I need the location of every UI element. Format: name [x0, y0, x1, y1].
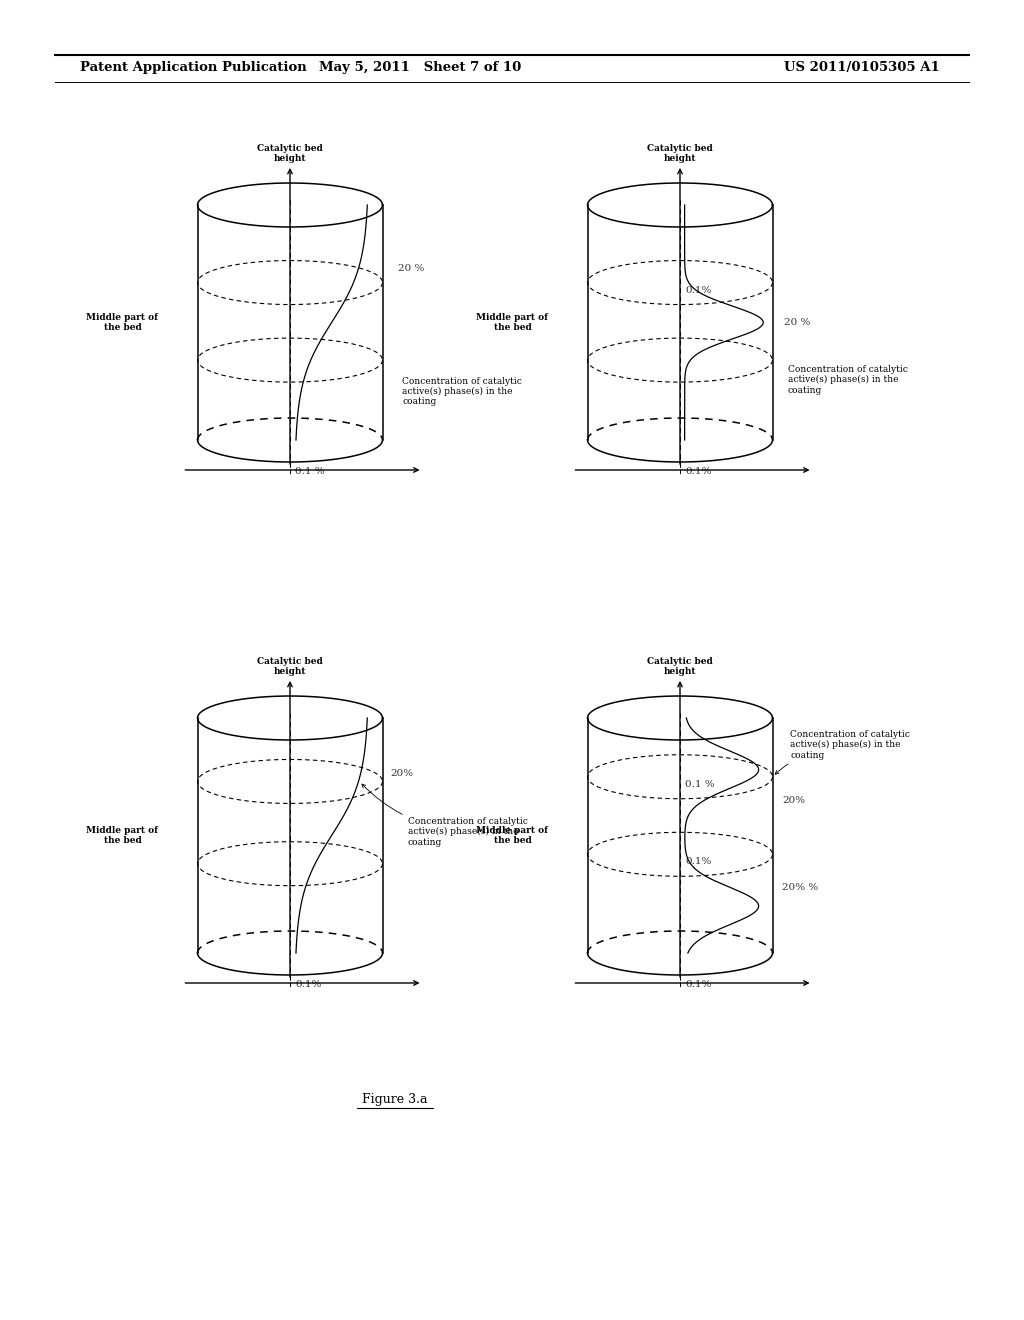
Text: Catalytic bed
height: Catalytic bed height [257, 656, 323, 676]
Text: Middle part of
the bed: Middle part of the bed [476, 313, 549, 333]
Text: 20%: 20% [390, 770, 414, 777]
Text: Concentration of catalytic
active(s) phase(s) in the
coating: Concentration of catalytic active(s) pha… [361, 784, 527, 846]
Text: 0.1%: 0.1% [685, 979, 712, 989]
Text: Catalytic bed
height: Catalytic bed height [257, 144, 323, 162]
Text: Catalytic bed
height: Catalytic bed height [647, 144, 713, 162]
Text: US 2011/0105305 A1: US 2011/0105305 A1 [784, 62, 940, 74]
Text: 0.1%: 0.1% [685, 285, 712, 294]
Text: 20%: 20% [782, 796, 806, 805]
Text: 0.1%: 0.1% [295, 979, 322, 989]
Text: Figure 3.a: Figure 3.a [362, 1093, 428, 1106]
Text: Concentration of catalytic
active(s) phase(s) in the
coating: Concentration of catalytic active(s) pha… [402, 376, 522, 407]
Text: Concentration of catalytic
active(s) phase(s) in the
coating: Concentration of catalytic active(s) pha… [775, 730, 910, 775]
Text: 0.1%: 0.1% [685, 467, 712, 477]
Text: May 5, 2011   Sheet 7 of 10: May 5, 2011 Sheet 7 of 10 [318, 62, 521, 74]
Text: Middle part of
the bed: Middle part of the bed [476, 826, 549, 845]
Text: Catalytic bed
height: Catalytic bed height [647, 656, 713, 676]
Text: Middle part of
the bed: Middle part of the bed [86, 313, 159, 333]
Text: 20 %: 20 % [397, 264, 424, 273]
Text: Concentration of catalytic
active(s) phase(s) in the
coating: Concentration of catalytic active(s) pha… [787, 364, 907, 395]
Text: Middle part of
the bed: Middle part of the bed [86, 826, 159, 845]
Text: 20 %: 20 % [784, 318, 811, 327]
Text: 20% %: 20% % [782, 883, 819, 892]
Text: Patent Application Publication: Patent Application Publication [80, 62, 307, 74]
Text: 0.1 %: 0.1 % [295, 467, 325, 477]
Text: 0.1 %: 0.1 % [685, 780, 715, 789]
Text: 0.1%: 0.1% [685, 857, 712, 866]
